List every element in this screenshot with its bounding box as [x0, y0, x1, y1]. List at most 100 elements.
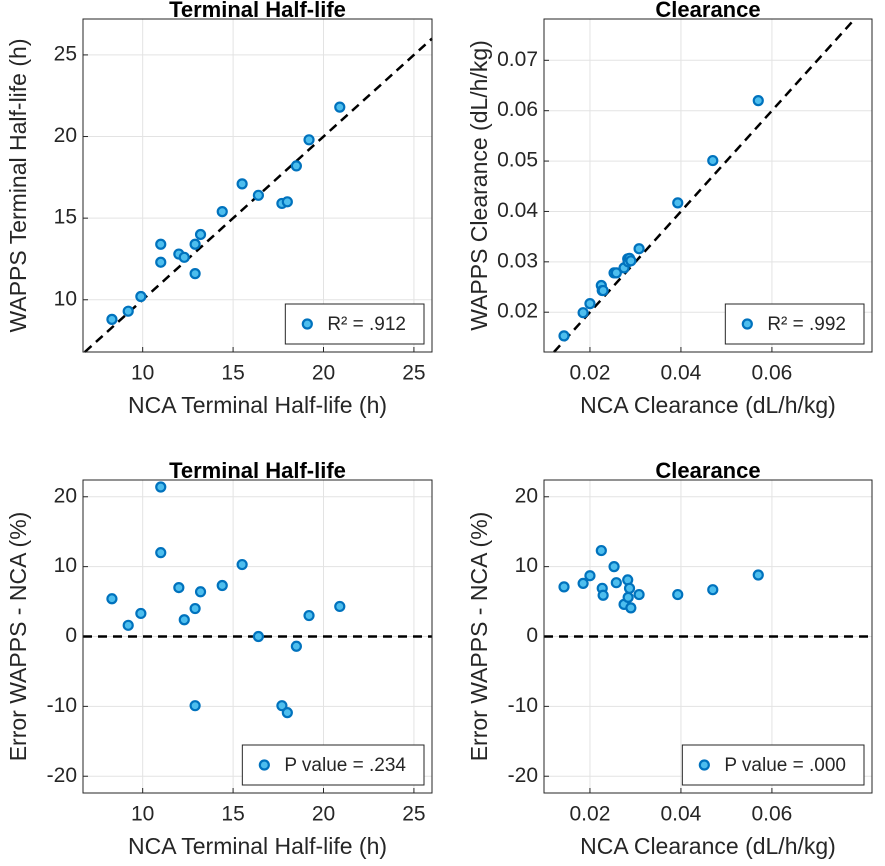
- x-tick-label: 15: [221, 803, 244, 826]
- y-tick-label: 20: [515, 484, 538, 507]
- point: [173, 581, 185, 594]
- y-tick-label: 0.07: [497, 48, 538, 71]
- point: [290, 640, 302, 652]
- point: [194, 586, 207, 598]
- y-tick-label: 0: [526, 624, 538, 647]
- point: [106, 313, 118, 325]
- y-tick-label: 0.05: [497, 149, 538, 172]
- point: [584, 570, 596, 582]
- legend-label: P value = .000: [724, 755, 846, 776]
- y-tick-label: 0.03: [497, 249, 538, 272]
- point: [216, 206, 228, 218]
- point: [584, 298, 596, 310]
- point: [281, 196, 293, 208]
- y-tick-label: 20: [54, 124, 77, 147]
- point: [135, 607, 147, 620]
- y-tick-label: -10: [508, 694, 538, 717]
- x-tick-label: 0.02: [570, 362, 611, 385]
- y-tick-label: 15: [54, 206, 77, 229]
- x-tick-label: 10: [131, 362, 154, 385]
- point: [281, 707, 293, 719]
- x-tick-label: 20: [312, 362, 335, 385]
- point: [558, 581, 570, 593]
- x-axis-label: NCA Terminal Half-life (h): [128, 833, 387, 859]
- point: [178, 614, 190, 626]
- chart-title: Clearance: [655, 458, 760, 483]
- y-tick-label: 0.02: [497, 300, 538, 323]
- axes-box: [543, 479, 873, 794]
- y-axis-label: Error WAPPS - NCA (%): [466, 512, 492, 762]
- point: [236, 178, 248, 190]
- y-tick-label: -20: [47, 764, 77, 787]
- point: [189, 268, 201, 280]
- point: [752, 569, 764, 581]
- plot-area: [83, 19, 432, 352]
- point: [577, 307, 589, 319]
- point: [155, 256, 167, 268]
- point: [216, 579, 228, 592]
- point: [577, 577, 589, 590]
- point: [155, 481, 167, 493]
- y-tick-label: -20: [508, 764, 538, 787]
- legend-box: [241, 744, 425, 786]
- y-tick-label: 0.04: [497, 199, 538, 222]
- chart-title: Terminal Half-life: [169, 0, 346, 22]
- legend-label: R² = .992: [767, 314, 846, 335]
- point: [122, 619, 134, 631]
- point: [597, 589, 609, 601]
- axes-box: [543, 18, 873, 353]
- legend: P value = .234: [241, 744, 425, 786]
- y-tick-label: 10: [54, 287, 77, 310]
- x-tick-label: 10: [131, 803, 154, 826]
- legend-marker: [741, 318, 753, 330]
- x-tick-label: 15: [221, 362, 244, 385]
- axes-box: [82, 479, 433, 794]
- y-tick-label: 25: [54, 42, 77, 65]
- legend-marker: [258, 759, 270, 771]
- legend-label: R² = .912: [327, 314, 406, 335]
- legend: R² = .912: [284, 303, 425, 345]
- legend-marker: [698, 759, 710, 771]
- x-tick-label: 0.02: [570, 803, 611, 826]
- x-axis-label: NCA Terminal Half-life (h): [128, 392, 387, 418]
- point: [622, 591, 634, 603]
- legend: R² = .992: [724, 303, 865, 345]
- x-tick-label: 0.04: [660, 803, 701, 826]
- chart-title: Terminal Half-life: [169, 458, 346, 483]
- y-tick-label: 10: [54, 554, 77, 577]
- point: [625, 602, 637, 614]
- y-tick-label: -10: [47, 694, 77, 717]
- plot-area: [544, 19, 872, 352]
- legend-label: P value = .234: [284, 755, 406, 776]
- point: [334, 600, 346, 613]
- point: [672, 197, 684, 209]
- legend-box: [681, 744, 865, 786]
- point: [189, 238, 201, 250]
- axes-box: [82, 18, 433, 353]
- point: [608, 561, 620, 573]
- chart-title: Clearance: [655, 0, 760, 22]
- x-tick-label: 20: [312, 803, 335, 826]
- point: [633, 243, 645, 255]
- point: [189, 602, 201, 615]
- point: [303, 134, 315, 146]
- point: [633, 588, 645, 601]
- y-axis-label: Error WAPPS - NCA (%): [5, 512, 31, 762]
- x-tick-label: 25: [402, 362, 425, 385]
- legend-marker: [301, 318, 313, 330]
- point: [334, 101, 346, 113]
- point: [303, 609, 315, 622]
- y-tick-label: 10: [515, 554, 538, 577]
- point: [189, 700, 201, 712]
- x-axis-label: NCA Clearance (dL/h/kg): [580, 392, 836, 418]
- y-tick-label: 0.06: [497, 98, 538, 121]
- point: [155, 238, 167, 250]
- y-axis-label: WAPPS Terminal Half-life (h): [5, 39, 31, 333]
- x-tick-label: 0.06: [751, 362, 792, 385]
- point: [672, 588, 684, 601]
- x-axis-label: NCA Clearance (dL/h/kg): [580, 833, 836, 859]
- y-tick-label: 0: [65, 624, 77, 647]
- point: [623, 582, 636, 594]
- point: [752, 95, 764, 107]
